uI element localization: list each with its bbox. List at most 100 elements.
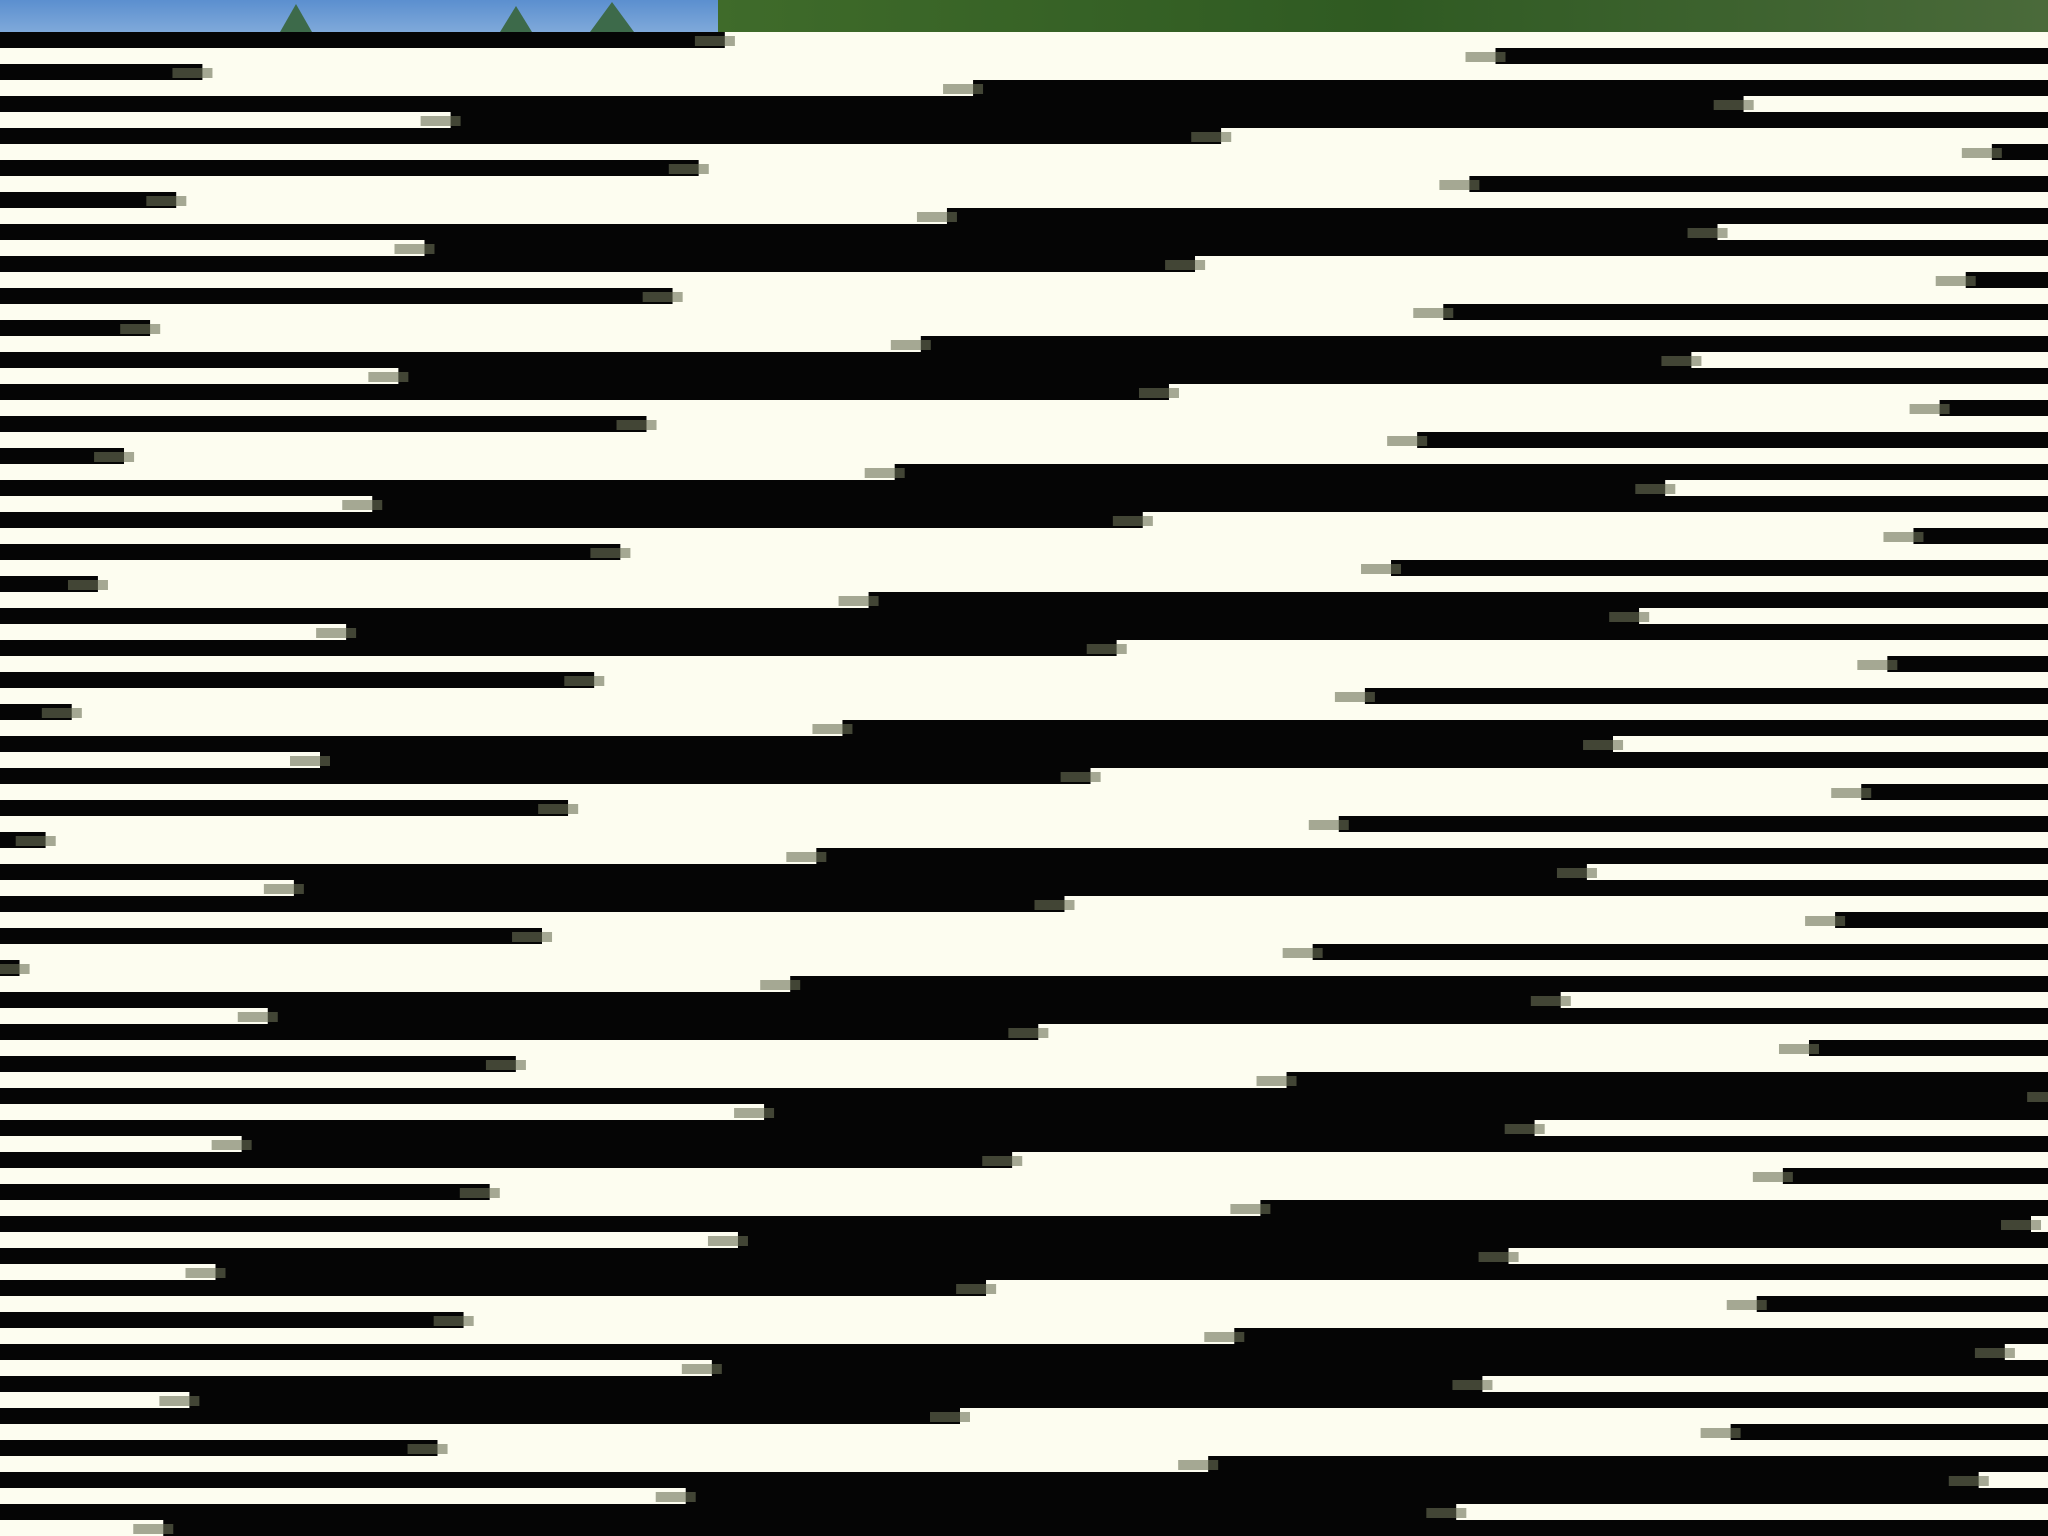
stripe	[0, 160, 699, 176]
stripe	[0, 800, 569, 816]
stripe	[0, 464, 895, 480]
noise	[616, 420, 657, 430]
noise	[290, 756, 330, 766]
stripe	[0, 1472, 1979, 1488]
stripe	[0, 416, 647, 432]
noise	[838, 596, 879, 606]
stripe	[1469, 176, 2048, 192]
noise	[1726, 1300, 1767, 1310]
stripe	[0, 208, 947, 224]
stripe	[0, 768, 1091, 784]
stripe	[1234, 1328, 2048, 1344]
noise	[1112, 516, 1153, 526]
stripe	[0, 288, 673, 304]
stripe	[0, 864, 1587, 880]
noise	[433, 1316, 474, 1326]
noise	[564, 676, 605, 686]
noise	[1426, 1508, 1467, 1518]
stripe	[1260, 1200, 2048, 1216]
stripe	[1508, 1248, 2048, 1264]
stripe	[0, 352, 1692, 368]
noise	[1556, 868, 1597, 878]
stripe	[960, 1408, 2048, 1424]
stripe	[1717, 224, 2048, 240]
stripe	[0, 1408, 960, 1424]
noise	[1387, 436, 1428, 446]
noise	[512, 932, 553, 942]
noise	[172, 68, 213, 78]
stripe	[0, 1072, 1287, 1088]
stripe	[0, 512, 1143, 528]
stripe	[0, 1152, 1013, 1168]
noise	[67, 580, 108, 590]
noise	[394, 244, 435, 254]
noise	[1530, 996, 1571, 1006]
noise	[1439, 180, 1480, 190]
stripe	[1221, 128, 2048, 144]
noise	[263, 884, 304, 894]
stripe	[1208, 1456, 2048, 1472]
stripe	[2004, 1344, 2048, 1360]
noise	[1413, 308, 1454, 318]
noise	[316, 628, 357, 638]
noise	[1805, 916, 1846, 926]
stripe	[646, 416, 2048, 432]
noise	[1138, 388, 1179, 398]
stripe	[0, 64, 203, 80]
stripe	[620, 544, 2048, 560]
noise	[1713, 100, 1754, 110]
stripe	[450, 112, 2048, 128]
stripe	[1861, 784, 2048, 800]
stripe	[0, 176, 1470, 192]
noise	[943, 84, 984, 94]
stripe	[1887, 656, 2048, 672]
stripe	[1286, 1072, 2048, 1088]
noise	[590, 548, 631, 558]
stripe	[0, 1184, 490, 1200]
noise	[1334, 692, 1375, 702]
stripe	[0, 1040, 1809, 1056]
noise	[185, 1268, 226, 1278]
stripe	[1586, 864, 2048, 880]
stripe	[0, 1216, 2032, 1232]
stripe	[0, 1088, 2048, 1104]
noise	[1308, 820, 1349, 830]
noise	[956, 1284, 997, 1294]
stripe	[293, 880, 2048, 896]
stripe	[0, 272, 1966, 288]
noise	[1661, 356, 1702, 366]
stripe	[1756, 1296, 2048, 1312]
stripe	[842, 720, 2048, 736]
stripe	[0, 976, 791, 992]
noise	[655, 1492, 696, 1502]
stripe	[163, 1520, 2048, 1536]
stripe	[542, 928, 2048, 944]
noise	[734, 1108, 775, 1118]
stripe	[0, 1264, 216, 1280]
stripe	[0, 1232, 738, 1248]
stripe	[0, 1344, 2005, 1360]
stripe	[267, 1008, 2048, 1024]
stripe	[0, 1056, 516, 1072]
noise	[2027, 1092, 2048, 1102]
stripe	[1195, 256, 2048, 272]
stripe	[790, 976, 2048, 992]
stripe	[0, 128, 1222, 144]
stripe	[0, 240, 425, 256]
noise	[1687, 228, 1728, 238]
stripe	[1443, 304, 2048, 320]
noise	[420, 116, 461, 126]
stripe	[685, 1488, 2048, 1504]
stripe	[0, 1008, 268, 1024]
stripe	[320, 752, 2048, 768]
noise	[1165, 260, 1206, 270]
noise	[538, 804, 579, 814]
noise	[1060, 772, 1101, 782]
stripe	[0, 736, 1614, 752]
stripe	[724, 32, 2048, 48]
stripe	[1168, 384, 2048, 400]
stripe	[202, 64, 2048, 80]
stripe	[1534, 1120, 2048, 1136]
stripe	[0, 192, 177, 208]
